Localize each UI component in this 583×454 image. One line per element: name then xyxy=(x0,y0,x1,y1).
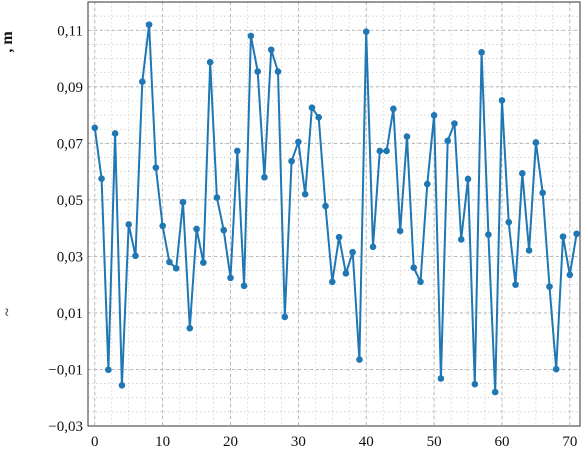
data-point xyxy=(552,365,560,373)
x-tick-label: 30 xyxy=(291,434,306,450)
data-point xyxy=(179,198,187,206)
y-axis-label: , m xyxy=(0,31,16,53)
data-point xyxy=(91,124,99,132)
data-point xyxy=(125,221,133,228)
data-point xyxy=(430,112,438,119)
data-point xyxy=(227,274,234,282)
data-point xyxy=(390,105,397,113)
data-point xyxy=(288,157,295,165)
y-axis-label-fragment: ~ xyxy=(0,308,16,316)
x-tick-label: 0 xyxy=(91,434,99,450)
data-point xyxy=(505,218,513,226)
data-point xyxy=(308,104,316,112)
y-tick-label: 0,09 xyxy=(57,80,83,96)
y-tick-label: −0,03 xyxy=(48,419,83,435)
data-point xyxy=(152,164,160,171)
data-point xyxy=(111,130,119,137)
data-point xyxy=(98,175,105,182)
y-tick-label: 0,01 xyxy=(57,306,83,322)
data-point xyxy=(315,114,323,121)
data-point xyxy=(417,278,424,286)
data-point xyxy=(369,243,377,251)
data-point xyxy=(322,202,329,210)
series-group xyxy=(91,21,580,396)
data-point xyxy=(206,58,214,66)
tick-labels: 0 10 20 30 40 50 60 70 −0,03 −0,01 0,01 0,03 0,05 0,0… xyxy=(48,23,577,450)
data-point xyxy=(471,380,479,388)
data-point xyxy=(145,21,153,28)
data-point xyxy=(464,175,472,183)
data-point xyxy=(457,236,465,243)
data-point xyxy=(233,147,241,155)
data-point xyxy=(451,120,458,127)
data-point xyxy=(342,270,350,277)
data-point xyxy=(376,147,384,155)
data-point xyxy=(267,46,275,54)
data-point xyxy=(566,271,574,279)
data-point xyxy=(403,133,411,140)
x-tick-label: 70 xyxy=(562,434,577,450)
x-tick-label: 20 xyxy=(223,434,238,450)
data-point xyxy=(539,189,546,197)
data-point xyxy=(159,222,166,230)
data-point xyxy=(410,264,418,272)
data-point xyxy=(349,248,356,256)
x-tick-label: 60 xyxy=(494,434,509,450)
data-point xyxy=(396,227,404,235)
data-point xyxy=(546,283,553,290)
data-point xyxy=(213,194,221,201)
data-point xyxy=(356,356,363,363)
data-point xyxy=(329,278,336,286)
data-point xyxy=(362,28,370,35)
data-point xyxy=(220,226,228,234)
data-point xyxy=(193,225,200,233)
y-tick-label: 0,05 xyxy=(57,193,83,209)
y-tick-label: 0,11 xyxy=(57,23,83,39)
data-point xyxy=(166,258,173,266)
y-tick-label: 0,03 xyxy=(57,249,83,265)
data-point xyxy=(138,78,146,86)
data-point xyxy=(532,139,540,146)
y-tick-label: 0,07 xyxy=(57,136,84,152)
data-point xyxy=(383,147,390,155)
data-point xyxy=(512,281,519,288)
data-point xyxy=(519,169,526,177)
data-point xyxy=(295,138,302,146)
data-point xyxy=(254,68,261,75)
x-tick-label: 50 xyxy=(427,434,442,450)
data-point xyxy=(132,252,139,260)
data-point xyxy=(105,366,112,374)
data-point xyxy=(274,68,282,75)
data-point xyxy=(444,137,451,145)
data-point xyxy=(200,259,207,266)
data-point xyxy=(261,173,268,181)
data-point xyxy=(172,264,180,272)
y-tick-label: −0,01 xyxy=(48,362,83,378)
data-point xyxy=(301,190,309,198)
plot-frame xyxy=(87,1,581,427)
data-point xyxy=(424,180,431,188)
data-point xyxy=(498,97,506,104)
data-point xyxy=(118,381,126,389)
data-point xyxy=(240,282,248,290)
series-line xyxy=(93,23,578,394)
data-point xyxy=(247,32,255,40)
data-point xyxy=(186,324,194,332)
data-point xyxy=(485,231,492,238)
data-point xyxy=(478,49,485,56)
data-point xyxy=(573,230,580,238)
x-tick-label: 40 xyxy=(359,434,374,450)
x-tick-label: 10 xyxy=(155,434,170,450)
data-point xyxy=(491,388,499,396)
data-point xyxy=(559,233,567,240)
data-point xyxy=(525,247,533,254)
data-point xyxy=(335,233,343,241)
data-point xyxy=(281,313,289,321)
data-point xyxy=(437,375,445,382)
